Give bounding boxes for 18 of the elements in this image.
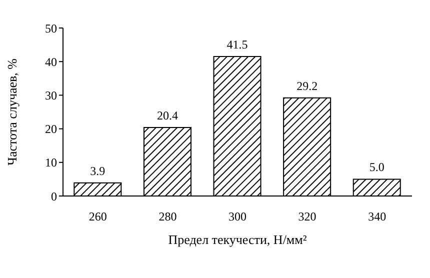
y-tick-label: 0 [51,189,57,204]
y-tick-label: 10 [45,156,57,170]
x-axis-title: Предел текучести, Н/мм² [168,232,307,247]
data-label: 41.5 [226,38,248,52]
x-tick-label: 300 [228,210,246,224]
data-label: 3.9 [90,164,106,178]
y-tick-label: 30 [45,88,57,102]
data-label: 29.2 [296,78,318,93]
x-tick-label: 260 [88,210,107,224]
y-tick-label: 50 [45,21,57,36]
x-tick-label: 340 [368,210,386,224]
x-tick-label: 320 [298,210,316,224]
data-label: 5.0 [369,160,384,174]
x-tick-label: 280 [158,210,177,224]
y-axis-title: Частота случаев, % [4,58,20,166]
y-tick-label: 20 [45,122,57,136]
data-label: 20.4 [156,108,178,122]
y-tick-label: 40 [45,54,57,69]
